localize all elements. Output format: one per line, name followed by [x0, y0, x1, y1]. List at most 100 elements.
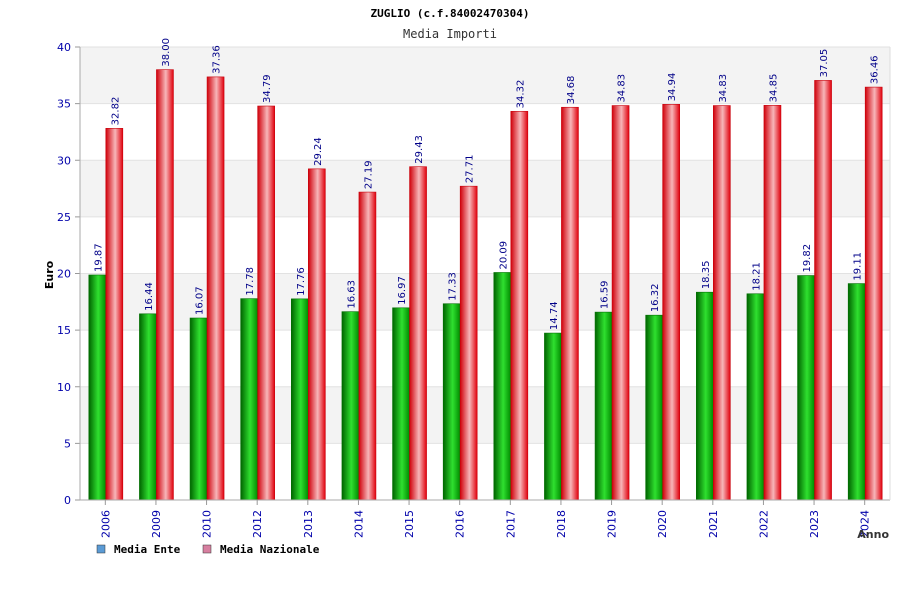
- bar-media-ente: [442, 303, 461, 501]
- bar-media-ente: [544, 332, 562, 501]
- bar-media-ente: [291, 298, 309, 501]
- bars-group: [88, 69, 883, 501]
- y-tick-label: 20: [57, 268, 71, 281]
- data-label-media-ente: 16.59: [600, 280, 611, 309]
- data-label-media-ente: 19.87: [93, 243, 104, 272]
- bar-media-nazionale: [561, 106, 579, 501]
- data-label-media-nazionale: 29.24: [313, 137, 324, 166]
- x-tick-label: 2017: [504, 510, 517, 538]
- data-label-media-nazionale: 29.43: [414, 135, 425, 164]
- data-label-media-nazionale: 34.79: [262, 74, 273, 103]
- bar-media-nazionale: [358, 191, 377, 501]
- data-label-media-ente: 17.76: [296, 267, 307, 296]
- legend-swatch-media-ente: [96, 544, 106, 554]
- bar-media-nazionale: [105, 128, 124, 501]
- data-labels-group: 19.87 32.82 16.44 38.00 16.07 37.36 17.78 34.79…: [93, 38, 880, 330]
- y-tick-label: 35: [57, 98, 71, 111]
- data-label-media-ente: 19.82: [802, 244, 813, 273]
- bar-media-nazionale: [257, 105, 275, 501]
- x-tick-label: 2018: [555, 510, 568, 538]
- bar-media-nazionale: [611, 105, 630, 501]
- x-tick-label: 2015: [403, 510, 416, 538]
- data-label-media-nazionale: 34.83: [617, 74, 628, 103]
- y-tick-label: 15: [57, 324, 71, 337]
- bar-media-ente: [392, 307, 410, 501]
- legend-swatch-media-nazionale: [202, 544, 212, 554]
- x-tick-label: 2022: [757, 510, 770, 538]
- bar-media-nazionale: [713, 105, 731, 501]
- y-tick-label: 0: [64, 494, 71, 507]
- data-label-media-nazionale: 34.83: [718, 74, 729, 103]
- y-tick-label: 30: [57, 154, 71, 167]
- data-label-media-ente: 16.97: [397, 276, 408, 305]
- data-label-media-ente: 19.11: [853, 252, 864, 281]
- data-label-media-nazionale: 34.32: [515, 80, 526, 109]
- x-tick-label: 2012: [251, 510, 264, 538]
- bar-media-ente: [240, 298, 258, 501]
- bar-media-ente: [88, 274, 107, 501]
- bar-media-nazionale: [206, 76, 225, 501]
- y-tick-label: 5: [64, 437, 71, 450]
- y-tick-label: 10: [57, 381, 71, 394]
- bar-media-ente: [847, 283, 866, 501]
- bar-media-nazionale: [814, 80, 832, 501]
- x-tick-label: 2014: [352, 510, 365, 538]
- bar-media-nazionale: [156, 69, 174, 501]
- data-label-media-nazionale: 27.71: [465, 155, 476, 184]
- bar-media-ente: [341, 311, 360, 501]
- data-label-media-nazionale: 37.05: [819, 49, 830, 78]
- data-label-media-nazionale: 34.85: [768, 74, 779, 103]
- chart-subtitle: Media Importi: [403, 27, 497, 41]
- y-axis-label: Euro: [43, 260, 56, 289]
- x-tick-label: 2021: [707, 510, 720, 538]
- x-tick-label: 2006: [99, 510, 112, 538]
- bar-media-ente: [493, 272, 512, 501]
- data-label-media-ente: 17.33: [448, 272, 459, 301]
- x-tick-label: 2010: [201, 510, 214, 538]
- data-label-media-nazionale: 27.19: [363, 160, 374, 189]
- bar-media-ente: [696, 291, 714, 501]
- data-label-media-nazionale: 36.46: [870, 55, 881, 84]
- axes-group: 0 5 10 15 20 25 30 35 40 2006 2009 2010 2012 2013 2014…: [57, 41, 891, 538]
- bar-media-nazionale: [409, 166, 427, 501]
- data-label-media-nazionale: 38.00: [161, 38, 172, 67]
- y-tick-label: 40: [57, 41, 71, 54]
- y-tick-label: 25: [57, 211, 71, 224]
- data-label-media-nazionale: 34.94: [667, 73, 678, 102]
- x-tick-label: 2016: [454, 510, 467, 538]
- x-tick-label: 2019: [606, 510, 619, 538]
- x-tick-label: 2023: [808, 510, 821, 538]
- data-label-media-nazionale: 32.82: [110, 97, 121, 126]
- data-label-media-nazionale: 34.68: [566, 76, 577, 105]
- x-tick-label: 2013: [302, 510, 315, 538]
- bar-media-ente: [189, 317, 208, 501]
- data-label-media-ente: 16.07: [195, 286, 206, 315]
- x-tick-label: 2020: [656, 510, 669, 538]
- data-label-media-ente: 14.74: [549, 301, 560, 330]
- bar-media-ente: [746, 293, 765, 501]
- data-label-media-ente: 20.09: [498, 241, 509, 270]
- data-label-media-ente: 18.21: [751, 262, 762, 291]
- data-label-media-ente: 18.35: [701, 261, 712, 290]
- x-tick-label: 2024: [859, 510, 872, 538]
- legend-label-media-nazionale: Media Nazionale: [220, 543, 320, 556]
- x-tick-label: 2009: [150, 510, 163, 538]
- legend-label-media-ente: Media Ente: [114, 543, 181, 556]
- chart-title: ZUGLIO (c.f.84002470304): [371, 7, 530, 20]
- bar-media-nazionale: [510, 111, 529, 501]
- bar-media-nazionale: [459, 185, 478, 501]
- x-axis-label: Anno: [857, 528, 889, 541]
- bar-media-ente: [594, 311, 613, 501]
- bar-media-ente: [797, 275, 815, 501]
- bar-media-ente: [645, 314, 663, 501]
- bar-media-nazionale: [763, 105, 782, 501]
- data-label-media-ente: 16.32: [650, 284, 661, 313]
- bar-media-ente: [139, 313, 157, 501]
- data-label-media-ente: 16.63: [346, 280, 357, 309]
- bar-media-nazionale: [864, 86, 883, 501]
- bar-media-nazionale: [662, 104, 680, 501]
- data-label-media-nazionale: 37.36: [212, 45, 223, 74]
- data-label-media-ente: 17.78: [245, 267, 256, 296]
- bar-media-nazionale: [308, 168, 326, 501]
